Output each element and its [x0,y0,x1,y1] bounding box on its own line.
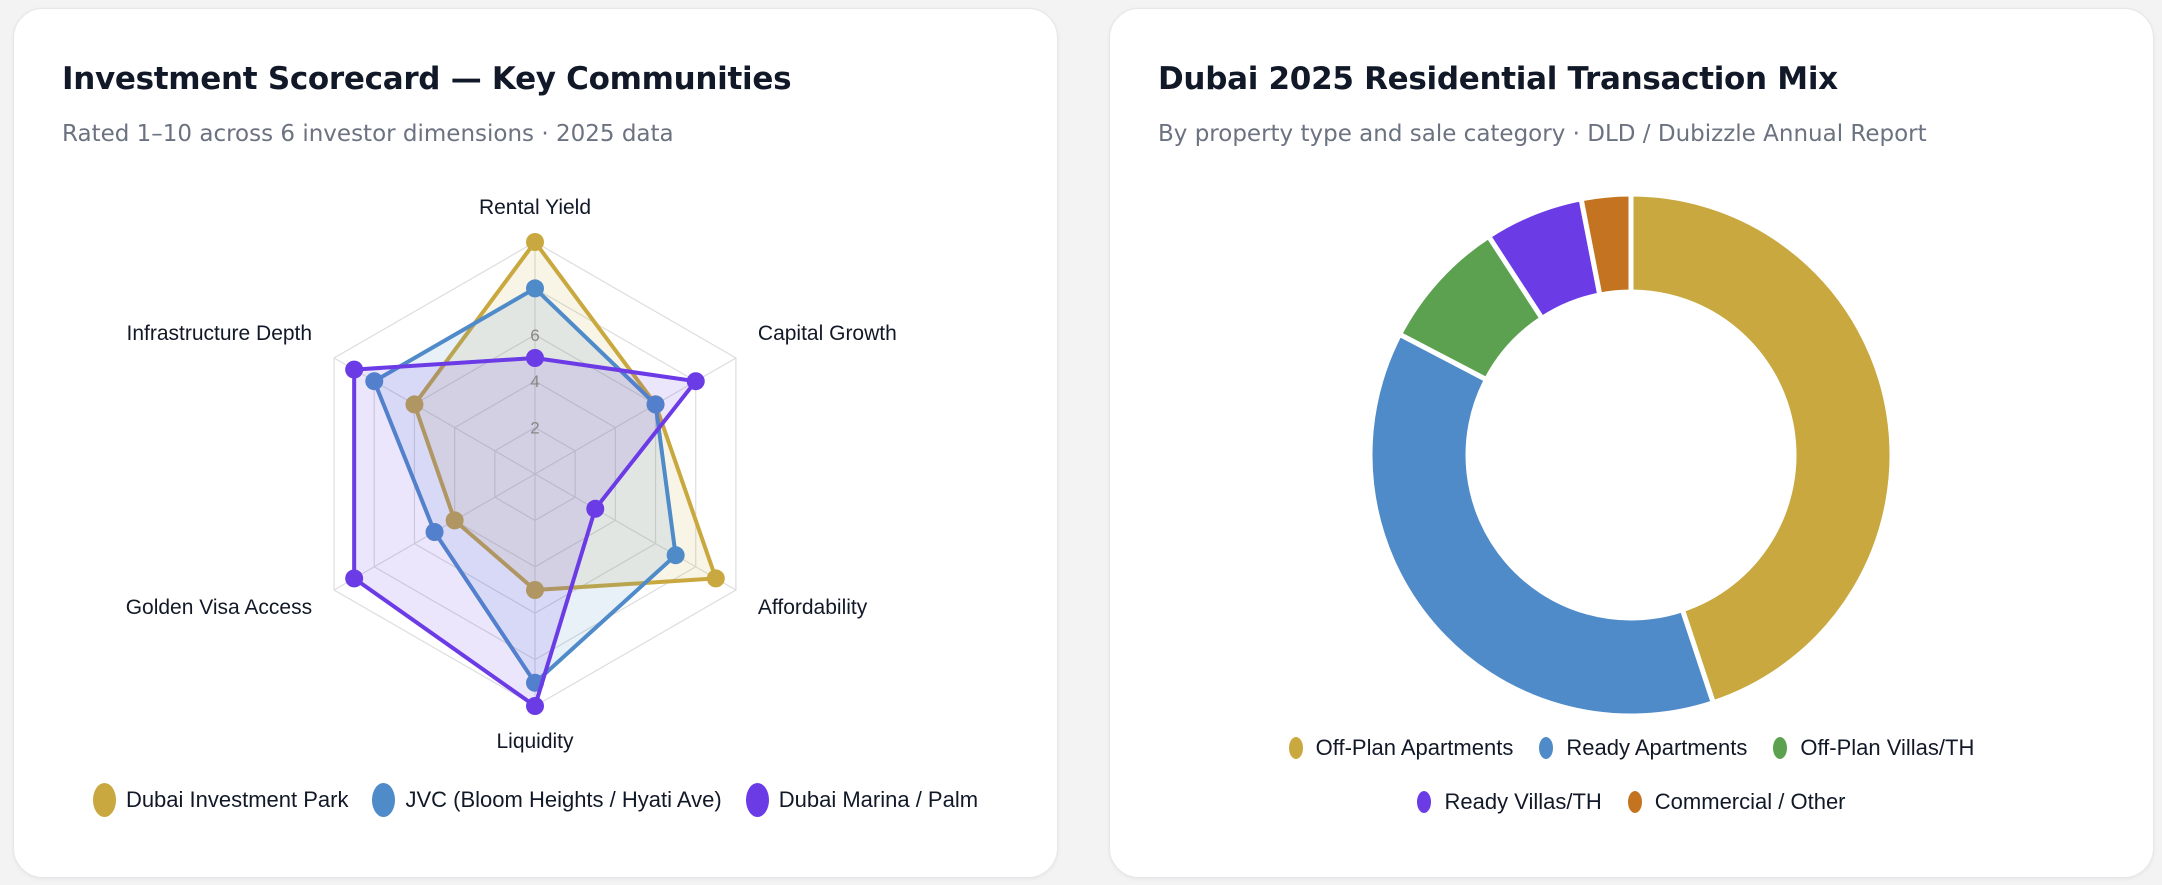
radar-legend: Dubai Investment Park JVC (Bloom Heights … [14,783,1057,817]
legend-item-off-plan-apartments[interactable]: Off-Plan Apartments [1288,735,1514,761]
radar-title: Investment Scorecard — Key Communities [62,61,792,97]
legend-label: Dubai Marina / Palm [778,787,979,812]
legend-swatch [92,783,116,817]
donut-subtitle: By property type and sale category · DLD… [1158,121,1927,147]
donut-card: Dubai 2025 Residential Transaction Mix B… [1109,8,2154,878]
radar-axis-label: Golden Visa Access [126,596,312,619]
legend-swatch [745,783,769,817]
radar-series-dubai-marina-palm [345,349,705,715]
legend-item-off-plan-villas-th[interactable]: Off-Plan Villas/TH [1773,735,1974,761]
radar-point [425,523,444,541]
radar-point [526,697,544,715]
donut-legend: Off-Plan Apartments Ready Apartments Off-P… [1200,735,2063,815]
legend-label: Commercial / Other [1654,789,1846,814]
radar-point [526,233,544,251]
radar-spoke [534,473,737,591]
legend-label: Off-Plan Apartments [1315,735,1514,760]
legend-item-ready-villas-th[interactable]: Ready Villas/TH [1417,789,1602,815]
radar-tick-label: 4 [530,372,539,391]
legend-label: Off-Plan Villas/TH [1800,735,1975,760]
donut-slice-ready-apartments [1367,331,1716,719]
legend-swatch [1417,791,1432,813]
donut-slice-commercial-other [1578,191,1634,298]
radar-point [586,499,605,518]
radar-point [345,569,364,588]
radar-tick-label: 2 [530,419,539,438]
radar-axis-label: Liquidity [496,730,574,753]
donut-title: Dubai 2025 Residential Transaction Mix [1158,61,1838,97]
radar-card: Investment Scorecard — Key Communities R… [13,8,1058,878]
legend-item-ready-apartments[interactable]: Ready Apartments [1539,735,1747,761]
radar-point [526,349,544,367]
radar-point [706,569,725,588]
radar-axis-label: Rental Yield [479,196,591,219]
radar-axis-label: Capital Growth [758,322,897,345]
donut-slice-off-plan-apartments [1628,191,1895,706]
legend-item-jvc-bloom-heights-hyati-ave[interactable]: JVC (Bloom Heights / Hyati Ave) [372,783,722,817]
radar-subtitle: Rated 1–10 across 6 investor dimensions … [62,121,674,147]
legend-item-dubai-marina-palm[interactable]: Dubai Marina / Palm [745,783,979,817]
legend-swatch [1288,737,1303,759]
radar-series-jvc-bloom-heights-hyati-ave [365,279,685,692]
legend-item-commercial-other[interactable]: Commercial / Other [1627,789,1846,815]
radar-axis-label: Affordability [758,596,868,619]
legend-label: JVC (Bloom Heights / Hyati Ave) [405,787,722,812]
radar-chart: 2 4 6 Rental Yield Capital Growth Affordabili… [126,196,897,753]
legend-swatch [1539,737,1554,759]
radar-point [405,395,424,414]
donut-chart [1367,191,1895,719]
legend-swatch [1627,791,1642,813]
radar-point [666,546,685,565]
radar-point [686,372,705,391]
legend-label: Ready Apartments [1566,735,1748,760]
radar-point [445,511,464,530]
radar-point [345,360,364,379]
radar-point [646,395,665,414]
legend-swatch [1773,737,1788,759]
radar-axis-label: Infrastructure Depth [126,322,312,345]
legend-label: Dubai Investment Park [125,787,349,812]
radar-point [526,279,544,298]
radar-point [365,372,384,391]
legend-item-dubai-investment-park[interactable]: Dubai Investment Park [92,783,349,817]
radar-point [526,581,544,599]
legend-label: Ready Villas/TH [1444,789,1602,814]
legend-swatch [372,783,396,817]
radar-tick-label: 6 [530,326,539,345]
